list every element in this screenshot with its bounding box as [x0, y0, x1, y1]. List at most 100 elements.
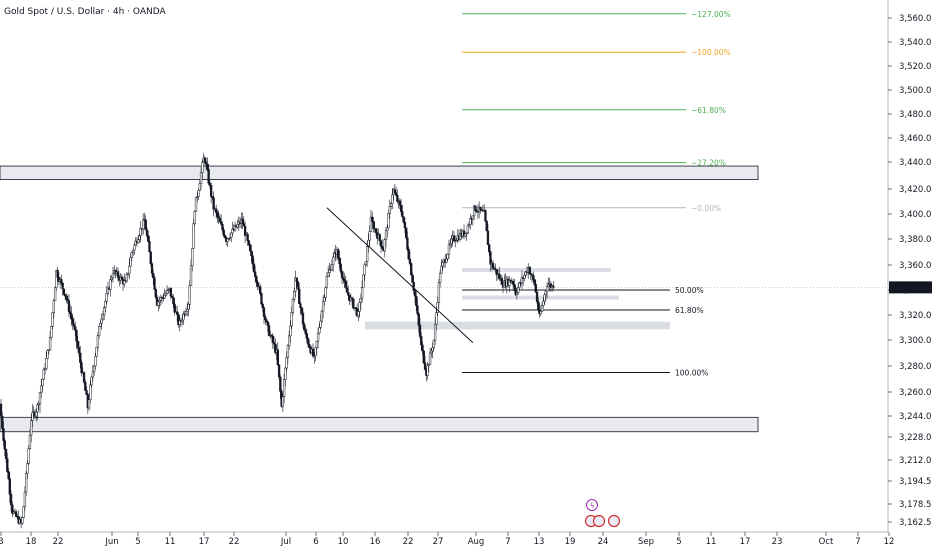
candle-up: [142, 219, 145, 230]
x-tick-label: 17: [199, 537, 210, 547]
candle-down: [220, 221, 223, 225]
candle-down: [150, 263, 154, 274]
candle-down: [416, 305, 419, 315]
candle-up: [437, 282, 441, 303]
candle-down: [421, 344, 424, 352]
event-markers[interactable]: ϟ: [584, 499, 621, 528]
candle-down: [379, 240, 383, 247]
candle-down: [417, 313, 420, 326]
x-tick-label: 22: [229, 537, 240, 547]
candle-up: [387, 213, 390, 229]
candle-up: [230, 232, 233, 238]
candle-up: [524, 271, 527, 276]
candle-up: [319, 320, 322, 328]
event-flash-icon[interactable]: [586, 499, 598, 511]
candle-down: [266, 321, 269, 326]
candle-up: [126, 272, 130, 275]
candle-down: [529, 273, 532, 275]
candle-up: [158, 300, 161, 303]
candle-up: [106, 287, 110, 294]
candle-down: [61, 282, 64, 290]
candle-up: [90, 376, 93, 386]
y-tick-label: 3,162.500: [899, 518, 932, 528]
support-zone: [0, 416, 759, 433]
fib-label: −127.00%: [691, 10, 731, 19]
gray-level-band: [365, 321, 670, 326]
candle-up: [383, 239, 386, 252]
candle-down: [147, 235, 150, 242]
candle-up: [282, 379, 286, 397]
candle-down: [403, 222, 407, 229]
candle-up: [138, 235, 141, 240]
candle-down: [203, 157, 206, 163]
candle-down: [265, 319, 268, 323]
x-tick-label: Sep: [638, 537, 654, 547]
candle-up: [198, 183, 201, 191]
candle-down: [8, 478, 11, 495]
x-tick-label: 7: [505, 537, 510, 547]
candle-up: [191, 248, 194, 267]
fib-label: −61.80%: [691, 106, 726, 115]
y-tick-label: 3,400.000: [899, 210, 932, 220]
y-tick-label: 3,178.500: [899, 500, 932, 510]
x-tick-label: 5: [135, 537, 140, 547]
candle-up: [201, 162, 204, 173]
candle-down: [537, 301, 540, 311]
candle-up: [227, 238, 230, 240]
candle-up: [187, 304, 190, 310]
y-tick-label: 3,300.000: [899, 336, 932, 346]
x-tick-label: 3: [0, 537, 4, 547]
candle-down: [408, 258, 412, 264]
gray-level-band: [462, 268, 611, 272]
candle-down: [67, 300, 71, 312]
candle-up: [45, 357, 48, 369]
candle-up: [445, 258, 448, 263]
candle-down: [394, 192, 398, 196]
candle-down: [511, 280, 515, 285]
candle-up: [228, 237, 232, 239]
x-tick-label: 6: [313, 537, 318, 547]
y-tick-label: 3,420.000: [899, 185, 932, 195]
candle-down: [533, 279, 536, 285]
candle-down: [9, 493, 13, 506]
candle-up: [100, 318, 103, 324]
zones-layer: [0, 165, 759, 433]
us-flag-icon[interactable]: [592, 514, 606, 528]
candle-down: [6, 458, 9, 472]
candle-down: [254, 271, 257, 277]
candle-up: [196, 196, 199, 198]
candle-up: [465, 232, 468, 234]
candle-up: [543, 294, 546, 302]
candle-down: [251, 255, 254, 265]
candle-up: [332, 256, 335, 265]
candle-up: [449, 243, 452, 246]
x-tick-label: 11: [706, 537, 717, 547]
candle-up: [321, 301, 325, 312]
candle-down: [411, 274, 414, 283]
candle-down: [479, 206, 482, 211]
candle-up: [53, 287, 57, 302]
candle-down: [399, 205, 403, 212]
candle-down: [398, 200, 402, 206]
candle-down: [247, 240, 251, 246]
candle-up: [95, 346, 98, 357]
us-flag-icon[interactable]: [607, 514, 621, 528]
candle-down: [489, 251, 492, 265]
candle-down: [82, 372, 86, 383]
candle-down: [371, 216, 374, 222]
candle-down: [69, 311, 72, 315]
candle-up: [182, 313, 185, 321]
candle-down: [80, 362, 83, 373]
y-tick-label: 3,212.000: [899, 456, 932, 466]
candle-up: [316, 332, 320, 342]
y-tick-label: 3,480.000: [899, 110, 932, 120]
candle-down: [401, 211, 404, 217]
candle-up: [159, 297, 162, 301]
candle-down: [486, 230, 490, 246]
y-tick-label: 3,320.000: [899, 311, 932, 321]
x-tick-label: 18: [26, 537, 37, 547]
candle-up: [327, 272, 330, 277]
candle-down: [340, 271, 344, 278]
